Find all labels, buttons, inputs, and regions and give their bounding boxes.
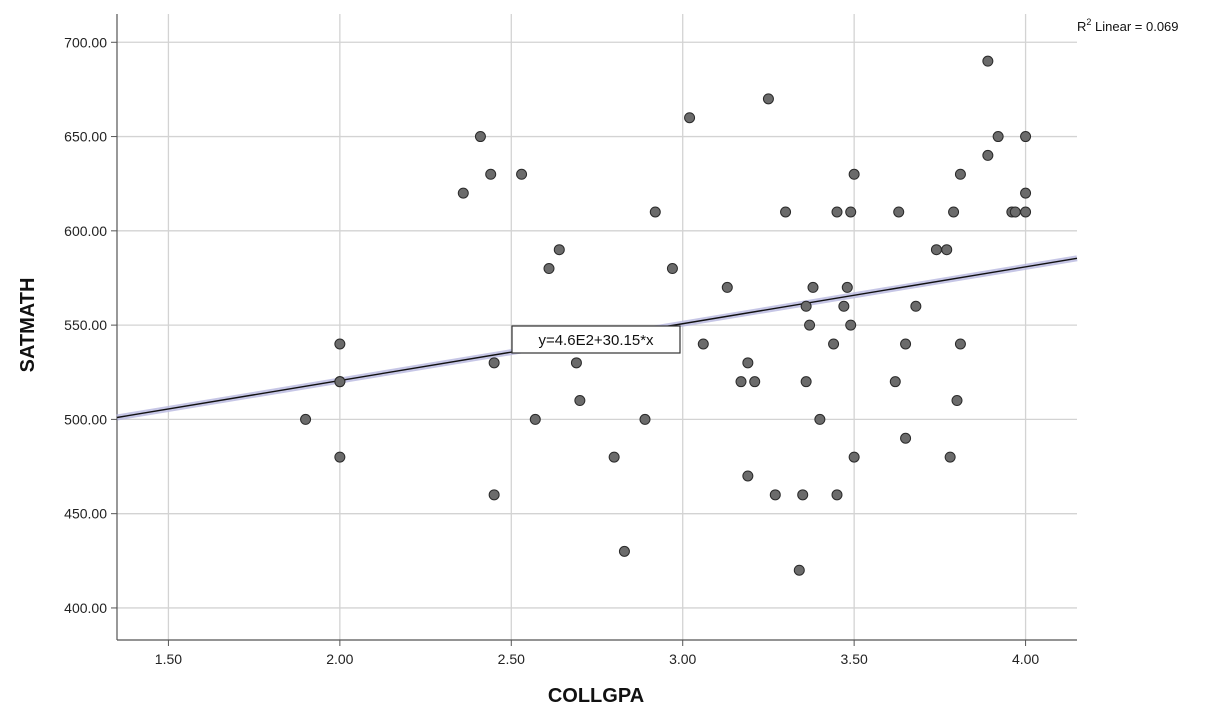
x-tick-label: 1.50 <box>155 651 182 667</box>
data-point <box>649 206 661 218</box>
data-point <box>930 244 942 256</box>
y-tick-label: 600.00 <box>64 223 107 239</box>
data-point <box>570 357 582 369</box>
y-tick-label: 700.00 <box>64 34 107 50</box>
data-point <box>948 206 960 218</box>
data-point <box>639 413 651 425</box>
data-point <box>553 244 565 256</box>
data-point <box>814 413 826 425</box>
data-point <box>300 413 312 425</box>
data-point <box>982 55 994 67</box>
x-tick-label: 4.00 <box>1012 651 1039 667</box>
fit-equation-label: y=4.6E2+30.15*x <box>538 332 654 349</box>
data-point <box>797 489 809 501</box>
data-point <box>831 489 843 501</box>
data-point <box>334 376 346 388</box>
data-point <box>735 376 747 388</box>
data-point <box>618 545 630 557</box>
data-point <box>666 263 678 275</box>
data-point <box>944 451 956 463</box>
data-point <box>793 564 805 576</box>
y-tick-label: 500.00 <box>64 411 107 427</box>
y-axis-title: SATMATH <box>17 278 39 373</box>
data-point <box>488 357 500 369</box>
data-point <box>474 131 486 143</box>
data-point <box>1020 131 1032 143</box>
data-point <box>800 376 812 388</box>
data-point <box>893 206 905 218</box>
fit-equation-box: y=4.6E2+30.15*x <box>511 325 681 354</box>
data-point <box>516 168 528 180</box>
data-point <box>982 149 994 161</box>
data-point <box>845 206 857 218</box>
y-tick-label: 550.00 <box>64 317 107 333</box>
data-point <box>334 338 346 350</box>
data-point <box>742 470 754 482</box>
data-point <box>841 281 853 293</box>
data-point <box>684 112 696 124</box>
data-point <box>831 206 843 218</box>
x-axis-title: COLLGPA <box>548 685 644 707</box>
data-point <box>543 263 555 275</box>
data-point <box>1020 187 1032 199</box>
data-point <box>992 131 1004 143</box>
data-point <box>954 338 966 350</box>
data-point <box>457 187 469 199</box>
data-point <box>749 376 761 388</box>
data-point <box>697 338 709 350</box>
data-point <box>800 300 812 312</box>
data-point <box>780 206 792 218</box>
data-point <box>742 357 754 369</box>
data-point <box>721 281 733 293</box>
data-point <box>900 432 912 444</box>
axes <box>111 14 1077 646</box>
data-point <box>910 300 922 312</box>
x-tick-label: 2.50 <box>498 651 525 667</box>
data-point <box>848 451 860 463</box>
data-point <box>485 168 497 180</box>
data-point <box>762 93 774 105</box>
data-point <box>941 244 953 256</box>
tick-labels: 1.50 2.00 2.50 3.00 3.50 4.00 400.00 450.00 500.… <box>64 34 1039 667</box>
data-point <box>900 338 912 350</box>
data-point <box>804 319 816 331</box>
data-point <box>1009 206 1021 218</box>
data-point <box>845 319 857 331</box>
data-point <box>828 338 840 350</box>
y-tick-label: 450.00 <box>64 506 107 522</box>
data-point <box>954 168 966 180</box>
y-tick-label: 650.00 <box>64 129 107 145</box>
x-tick-label: 2.00 <box>326 651 353 667</box>
data-point <box>334 451 346 463</box>
data-point <box>529 413 541 425</box>
data-point <box>769 489 781 501</box>
data-point <box>608 451 620 463</box>
data-point <box>889 376 901 388</box>
data-point <box>807 281 819 293</box>
data-point <box>848 168 860 180</box>
r-squared-label: R2 Linear = 0.069 <box>1077 17 1179 34</box>
data-point <box>488 489 500 501</box>
data-point <box>574 395 586 407</box>
data-point <box>838 300 850 312</box>
y-tick-label: 400.00 <box>64 600 107 616</box>
x-tick-label: 3.50 <box>841 651 868 667</box>
x-tick-label: 3.00 <box>669 651 696 667</box>
data-points <box>300 55 1032 576</box>
data-point <box>1020 206 1032 218</box>
data-point <box>951 395 963 407</box>
